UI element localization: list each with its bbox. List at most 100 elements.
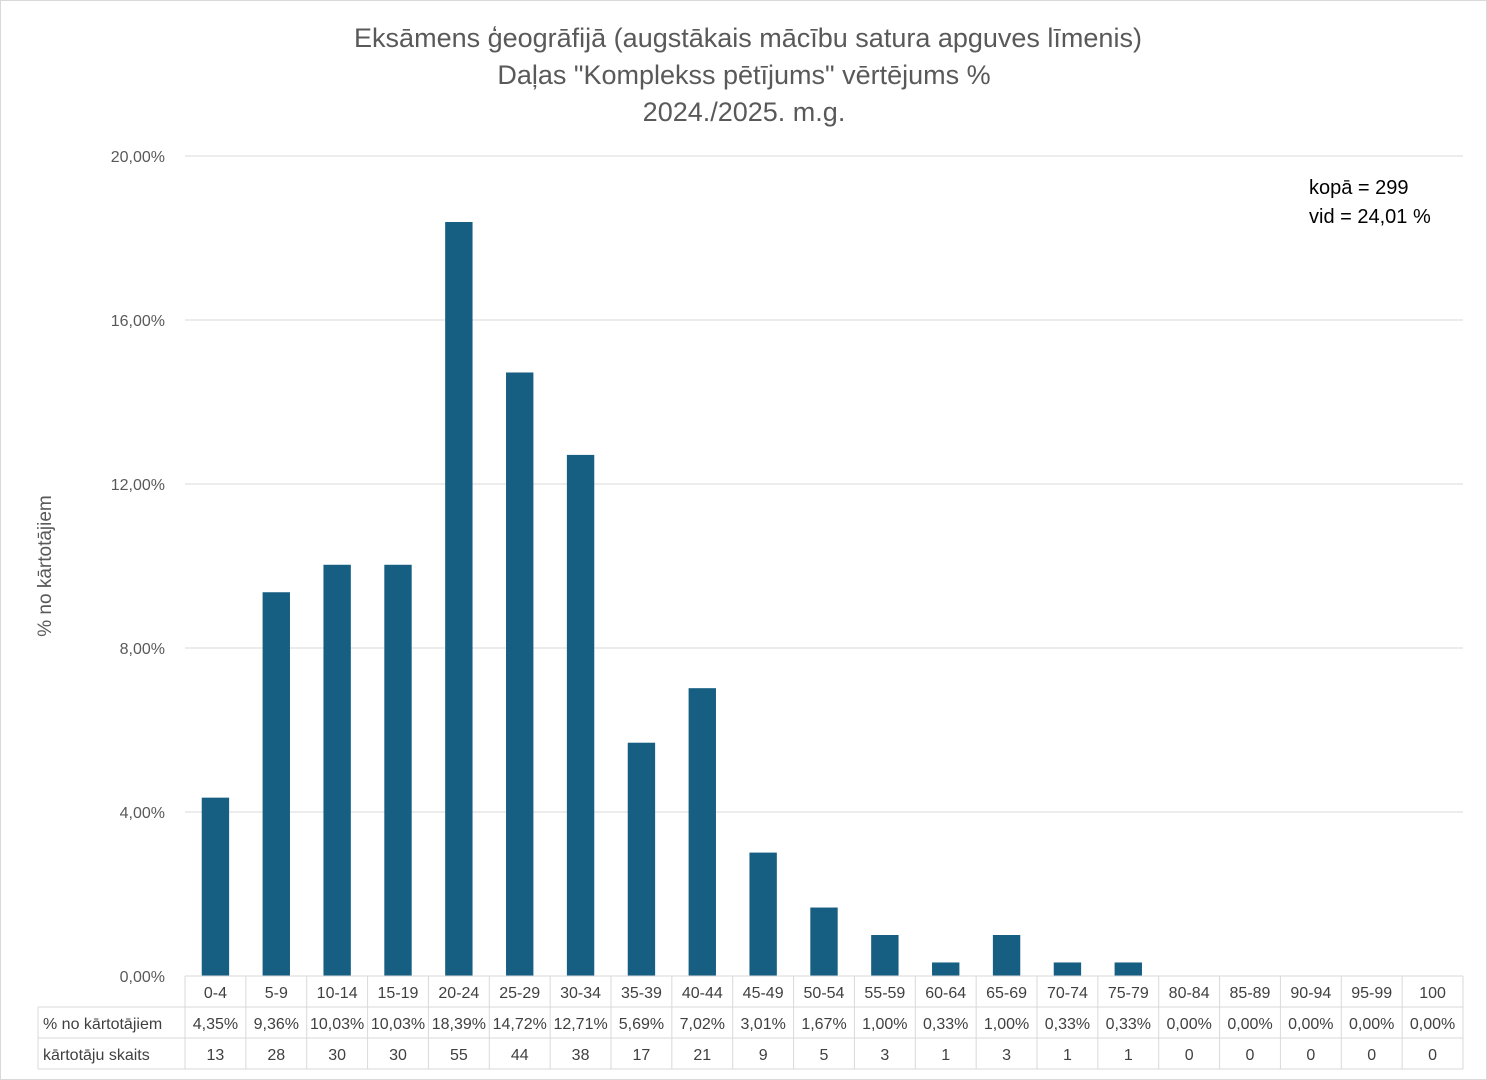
table-cell-count: 3: [880, 1047, 889, 1064]
table-cell-percent: 9,36%: [254, 1016, 299, 1033]
chart-title: Eksāmens ģeogrāfijā (augstākais mācību s…: [354, 23, 1142, 127]
chart-title-line-1: Eksāmens ģeogrāfijā (augstākais mācību s…: [354, 23, 1142, 53]
bar: [810, 907, 838, 976]
table-cell-count: 0: [1246, 1047, 1255, 1064]
bars: [201, 222, 1142, 977]
table-cell-percent: 0,33%: [1106, 1016, 1151, 1033]
table-cell-count: 17: [633, 1047, 651, 1064]
x-tick-label: 85-89: [1230, 985, 1271, 1002]
y-tick-label: 12,00%: [111, 477, 165, 494]
table-cell-percent: 0,00%: [1227, 1016, 1272, 1033]
table-cell-count: 13: [207, 1047, 225, 1064]
table-cell-count: 21: [693, 1047, 711, 1064]
bar: [1114, 962, 1142, 976]
table-cell-percent: 18,39%: [432, 1016, 486, 1033]
y-axis-ticks: 0,00% 4,00% 8,00% 12,00% 16,00% 20,00%: [111, 149, 165, 986]
x-tick-label: 60-64: [925, 985, 966, 1002]
bar: [445, 222, 473, 976]
bar: [566, 454, 595, 976]
x-tick-label: 80-84: [1169, 985, 1210, 1002]
table-cell-percent: 0,33%: [923, 1016, 968, 1033]
table-cell-count: 0: [1428, 1047, 1437, 1064]
chart-title-line-2: Daļas "Komplekss pētījums" vērtējums %: [497, 60, 990, 90]
table-cell-percent: 1,67%: [801, 1016, 846, 1033]
bar: [992, 935, 1021, 976]
table-cell-percent: 0,00%: [1349, 1016, 1394, 1033]
bar: [201, 797, 230, 976]
x-tick-label: 15-19: [378, 985, 419, 1002]
table-cell-count: 0: [1185, 1047, 1194, 1064]
table-cell-percent: 0,33%: [1045, 1016, 1090, 1033]
table-cell-percent: 10,03%: [310, 1016, 364, 1033]
x-tick-label: 40-44: [682, 985, 723, 1002]
x-tick-label: 50-54: [804, 985, 845, 1002]
table-cell-percent: 0,00%: [1288, 1016, 1333, 1033]
x-tick-label: 20-24: [438, 985, 479, 1002]
chart-title-line-3: 2024./2025. m.g.: [643, 97, 846, 127]
table-cell-count: 30: [389, 1047, 407, 1064]
table-cell-count: 1: [1124, 1047, 1133, 1064]
table-cell-percent: 5,69%: [619, 1016, 664, 1033]
y-tick-label: 0,00%: [120, 969, 165, 986]
bar: [506, 372, 534, 977]
x-tick-label: 100: [1419, 985, 1446, 1002]
data-table: % no kārtotājiem kārtotāju skaits 0-4 4,35%…: [37, 975, 1464, 1070]
annotation-total: kopā = 299: [1309, 177, 1409, 199]
bar: [627, 742, 656, 976]
y-tick-label: 4,00%: [120, 805, 165, 822]
table-cell-percent: 1,00%: [984, 1016, 1029, 1033]
table-cell-count: 1: [1063, 1047, 1072, 1064]
x-tick-label: 45-49: [743, 985, 784, 1002]
table-cell-count: 28: [267, 1047, 285, 1064]
bar: [932, 962, 960, 976]
y-axis-label: % no kārtotājiem: [35, 495, 56, 637]
y-tick-label: 20,00%: [111, 149, 165, 166]
x-tick-label: 35-39: [621, 985, 662, 1002]
table-cell-percent: 10,03%: [371, 1016, 425, 1033]
annotation-box: kopā = 299 vid = 24,01 %: [1309, 177, 1431, 228]
table-cell-count: 30: [328, 1047, 346, 1064]
table-cell-percent: 7,02%: [680, 1016, 725, 1033]
table-cell-percent: 14,72%: [493, 1016, 547, 1033]
annotation-mean: vid = 24,01 %: [1309, 206, 1431, 228]
table-row-header: % no kārtotājiem: [43, 1016, 162, 1033]
x-tick-label: 95-99: [1351, 985, 1392, 1002]
x-tick-label: 65-69: [986, 985, 1027, 1002]
bar: [688, 688, 716, 976]
table-cell-count: 38: [572, 1047, 590, 1064]
x-tick-label: 25-29: [499, 985, 540, 1002]
table-cell-count: 9: [759, 1047, 768, 1064]
table-cell-percent: 3,01%: [740, 1016, 785, 1033]
table-cell-percent: 0,00%: [1410, 1016, 1455, 1033]
bar: [323, 564, 351, 976]
x-tick-label: 0-4: [204, 985, 227, 1002]
bar: [871, 935, 899, 976]
table-row-header: kārtotāju skaits: [43, 1047, 150, 1064]
x-tick-label: 10-14: [317, 985, 358, 1002]
table-cell-count: 55: [450, 1047, 468, 1064]
gridlines: [185, 155, 1463, 813]
bar: [384, 564, 412, 976]
y-tick-label: 16,00%: [111, 313, 165, 330]
x-tick-label: 70-74: [1047, 985, 1088, 1002]
x-tick-label: 5-9: [265, 985, 288, 1002]
x-tick-label: 30-34: [560, 985, 601, 1002]
table-cell-percent: 0,00%: [1166, 1016, 1211, 1033]
table-cell-count: 1: [941, 1047, 950, 1064]
table-cell-count: 44: [511, 1047, 529, 1064]
x-tick-label: 75-79: [1108, 985, 1149, 1002]
table-cell-count: 5: [820, 1047, 829, 1064]
table-cell-percent: 1,00%: [862, 1016, 907, 1033]
x-tick-label: 90-94: [1290, 985, 1331, 1002]
table-cell-count: 0: [1367, 1047, 1376, 1064]
bar: [1053, 962, 1082, 976]
table-cell-count: 0: [1306, 1047, 1315, 1064]
x-tick-label: 55-59: [864, 985, 905, 1002]
y-tick-label: 8,00%: [120, 641, 165, 658]
table-cell-count: 3: [1002, 1047, 1011, 1064]
bar: [262, 592, 290, 976]
bar: [749, 852, 777, 976]
table-cell-percent: 4,35%: [193, 1016, 238, 1033]
